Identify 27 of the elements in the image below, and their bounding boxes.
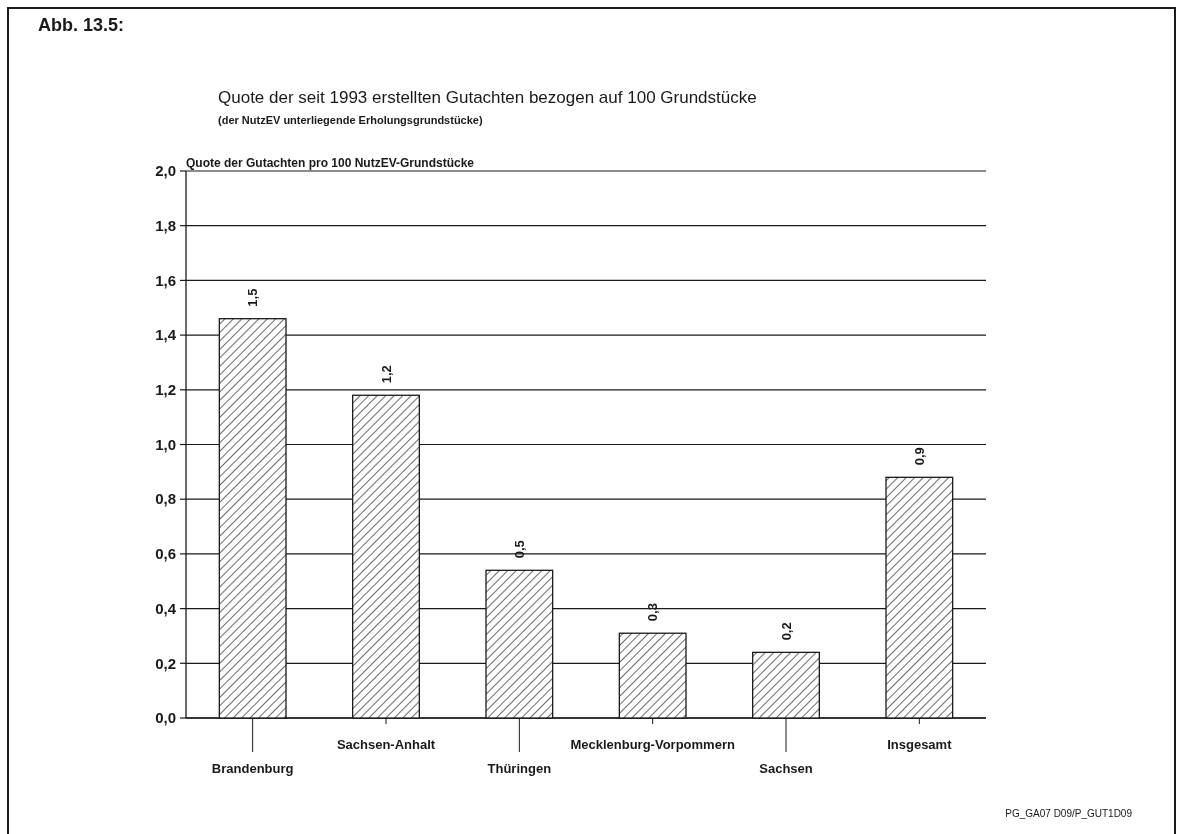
data-label: 0,5 [511,540,527,559]
data-label: 0,2 [778,622,794,641]
y-tick-label: 1,4 [155,326,177,344]
x-tick-label: Sachsen-Anhalt [336,737,436,752]
data-label: 0,9 [911,447,927,466]
y-tick-label: 2,0 [155,162,176,180]
y-tick-label: 1,6 [155,271,176,289]
text: PG_GA07 D09/P_GUT1D09 [1005,808,1133,819]
caption: Abb. 13.5: [38,15,125,35]
data-label: 1,5 [245,288,261,307]
y-tick-label: 0,2 [155,654,176,672]
y-tick-label: 0,0 [155,709,176,727]
y-tick-label: 1,2 [155,381,176,399]
y-axis-title: Quote der Gutachten pro 100 NutzEV-Grundstücke [186,156,475,170]
chart-title: Quote der seit 1993 erstellten Gutachten bezogen auf 100 Grundstücke [218,88,757,107]
chart-subtitle: (der NutzEV unterliegende Erholungsgrundstücke) [218,114,483,126]
y-tick-label: 0,6 [155,545,176,563]
x-tick-label: Brandenburg [211,761,294,776]
y-tick-label: 1,8 [155,216,176,234]
x-tick-label: Mecklenburg-Vorpommern [570,737,735,752]
y-tick-label: 0,8 [155,490,176,508]
y-tick-label: 0,4 [155,599,177,617]
y-tick-label: 1,0 [155,435,176,453]
x-tick-label: Sachsen [759,761,813,776]
x-tick-label: Thüringen [487,761,552,776]
data-label: 1,2 [378,365,394,384]
x-tick-label: Insgesamt [887,737,953,752]
